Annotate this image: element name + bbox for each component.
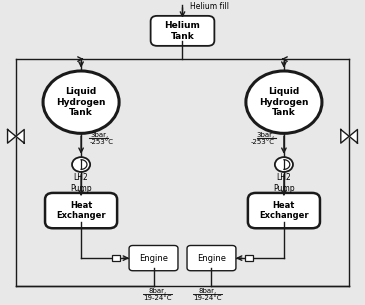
FancyBboxPatch shape <box>129 246 178 271</box>
Text: Liquid
Hydrogen
Tank: Liquid Hydrogen Tank <box>259 87 309 117</box>
Circle shape <box>72 157 90 172</box>
Text: Helium fill: Helium fill <box>190 2 229 11</box>
Polygon shape <box>349 130 357 143</box>
Text: 3bar,
-253°C: 3bar, -253°C <box>251 132 275 145</box>
Text: Helium
Tank: Helium Tank <box>165 21 200 41</box>
FancyBboxPatch shape <box>112 255 120 261</box>
Text: 8bar,
19-24°C: 8bar, 19-24°C <box>143 288 172 301</box>
FancyBboxPatch shape <box>245 255 253 261</box>
Polygon shape <box>16 130 24 143</box>
FancyBboxPatch shape <box>45 193 117 228</box>
Text: 8bar,
19-24°C: 8bar, 19-24°C <box>193 288 222 301</box>
Text: LH2
Pump: LH2 Pump <box>273 174 295 193</box>
Text: Heat
Exchanger: Heat Exchanger <box>56 201 106 220</box>
Circle shape <box>43 71 119 133</box>
Circle shape <box>275 157 293 172</box>
Text: 3bar,
-253°C: 3bar, -253°C <box>90 132 114 145</box>
Polygon shape <box>341 130 349 143</box>
Text: Liquid
Hydrogen
Tank: Liquid Hydrogen Tank <box>56 87 106 117</box>
Circle shape <box>246 71 322 133</box>
Text: LH2
Pump: LH2 Pump <box>70 174 92 193</box>
FancyBboxPatch shape <box>248 193 320 228</box>
Text: Heat
Exchanger: Heat Exchanger <box>259 201 309 220</box>
FancyBboxPatch shape <box>151 16 214 46</box>
Polygon shape <box>8 130 16 143</box>
Text: Engine: Engine <box>197 253 226 263</box>
Text: Engine: Engine <box>139 253 168 263</box>
FancyBboxPatch shape <box>187 246 236 271</box>
